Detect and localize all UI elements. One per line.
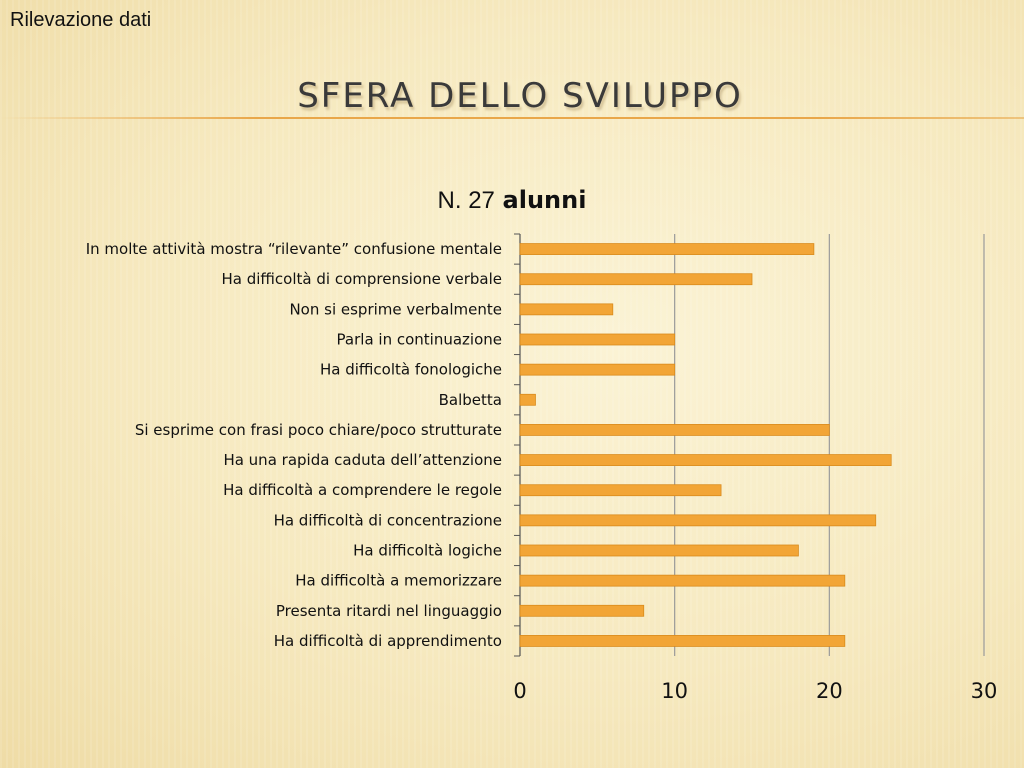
chart-title-prefix: N. 27 bbox=[437, 187, 495, 214]
title-divider bbox=[0, 117, 1024, 119]
bar bbox=[519, 333, 676, 346]
bar bbox=[519, 424, 830, 436]
bar bbox=[519, 243, 815, 255]
x-tick-label: 30 bbox=[971, 679, 998, 703]
category-label: Presenta ritardi nel linguaggio bbox=[276, 602, 502, 620]
bar bbox=[519, 514, 877, 527]
category-label: Parla in continuazione bbox=[337, 331, 502, 349]
category-label: In molte attività mostra “rilevante” con… bbox=[86, 240, 502, 258]
category-label: Ha difficoltà di apprendimento bbox=[274, 632, 502, 650]
category-label: Ha difficoltà fonologiche bbox=[320, 361, 502, 379]
x-tick-label: 10 bbox=[661, 679, 688, 703]
bar bbox=[519, 393, 536, 406]
bar bbox=[519, 574, 846, 587]
category-label: Ha difficoltà a comprendere le regole bbox=[223, 481, 502, 499]
x-tick-label: 0 bbox=[513, 679, 526, 703]
bar bbox=[519, 363, 676, 376]
bar bbox=[519, 454, 892, 466]
category-label: Si esprime con frasi poco chiare/poco st… bbox=[135, 421, 502, 439]
category-label: Ha difficoltà di concentrazione bbox=[274, 511, 502, 529]
category-label: Ha difficoltà a memorizzare bbox=[295, 572, 502, 590]
bar bbox=[519, 635, 846, 647]
category-label: Balbetta bbox=[439, 391, 502, 409]
category-label: Ha difficoltà di comprensione verbale bbox=[222, 270, 503, 288]
bar bbox=[519, 544, 799, 557]
bar bbox=[519, 303, 614, 316]
category-label: Non si esprime verbalmente bbox=[289, 300, 502, 318]
bar bbox=[519, 604, 645, 617]
slide-title: SFERA DELLO SVILUPPO bbox=[297, 76, 743, 116]
bar bbox=[519, 273, 753, 286]
bar bbox=[519, 484, 722, 497]
chart-title: N. 27 alunni bbox=[0, 186, 1024, 215]
category-label: Ha difficoltà logiche bbox=[353, 542, 502, 560]
header-label: Rilevazione dati bbox=[10, 9, 152, 31]
category-label: Ha una rapida caduta dell’attenzione bbox=[223, 451, 502, 469]
x-tick-label: 20 bbox=[816, 679, 843, 703]
chart-title-bold: alunni bbox=[502, 186, 587, 214]
